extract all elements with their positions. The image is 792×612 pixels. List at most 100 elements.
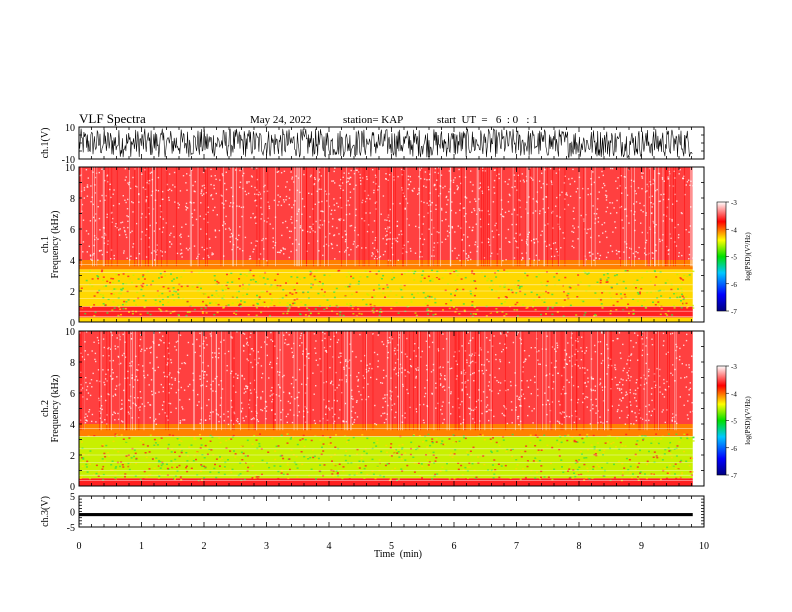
spectrum-speckle (125, 356, 127, 358)
spectrum-speckle (674, 380, 676, 382)
spectrum-speckle (358, 312, 361, 315)
spectrum-speckle (524, 358, 527, 360)
spectrum-speckle (412, 270, 415, 273)
spectrum-speckle (648, 368, 650, 371)
spectrum-speckle (493, 179, 496, 182)
spectrum-speckle (260, 197, 262, 200)
spectrum-speckle (622, 343, 624, 346)
spectrum-speckle (469, 340, 471, 342)
spectrum-speckle (216, 375, 218, 378)
spectrum-speckle (558, 279, 561, 281)
spectrum-speckle (603, 182, 605, 185)
spectrum-speckle (215, 302, 218, 304)
spectrum-speckle (397, 175, 399, 178)
spectrum-speckle (98, 171, 100, 174)
spectrum-speckle (679, 296, 681, 298)
spectrum-speckle (460, 274, 463, 277)
spectrum-speckle (247, 314, 250, 316)
spectrum-speckle (643, 383, 646, 386)
spectrum-speckle (427, 313, 429, 315)
spectrum-speckle (137, 281, 140, 283)
spectrum-speckle (363, 450, 366, 453)
spectrum-speckle (421, 477, 423, 479)
spectrum-speckle (301, 213, 303, 215)
spectrum-speckle (142, 280, 145, 283)
spectrum-speckle (654, 304, 657, 306)
spectrum-speckle (682, 293, 685, 296)
spectrum-speckle (182, 419, 184, 421)
spectrum-speckle (227, 410, 229, 413)
spectrum-speckle (310, 468, 313, 470)
spectrum-speckle (567, 204, 570, 206)
spectrum-speckle (671, 220, 673, 222)
spectrum-speckle (205, 337, 207, 339)
spectrum-speckle (109, 348, 111, 350)
spectrum-speckle (439, 441, 442, 443)
spectrum-speckle (622, 227, 624, 229)
spectrum-speckle (452, 181, 455, 183)
spectrum-speckle (671, 218, 673, 221)
spectrum-speckle (225, 188, 228, 191)
spectrum-speckle (488, 409, 490, 411)
spectrum-speckle (355, 169, 357, 171)
spectrum-speckle (546, 413, 548, 416)
spectrum-speckle (276, 287, 279, 289)
spectrum-speckle (308, 242, 310, 244)
spectrum-speckle (488, 294, 491, 297)
spectrum-speckle (541, 230, 543, 232)
spectrum-speckle (83, 358, 86, 361)
spectrum-speckle (280, 250, 283, 252)
spectrum-speckle (632, 346, 635, 348)
spectrum-speckle (118, 292, 121, 295)
spectrum-speckle (507, 309, 510, 311)
spectrum-speckle (261, 372, 264, 375)
spectrum-speckle (308, 315, 311, 317)
spectrum-speckle (146, 228, 148, 230)
spectrum-speckle (105, 373, 107, 375)
spectrum-speckle (94, 462, 97, 464)
spectrum-speckle (232, 385, 235, 387)
spectrum-speckle (521, 259, 523, 261)
spectrum-speckle (81, 356, 84, 358)
spectrum-speckle (174, 458, 177, 461)
spectrum-speckle (249, 382, 252, 384)
spectrum-speckle (584, 367, 586, 369)
y-axis-label: ch.1(V) (40, 128, 51, 159)
spectrum-speckle (356, 287, 359, 289)
spectrum-speckle (422, 223, 424, 225)
spectrum-speckle (296, 290, 299, 293)
spectrum-speckle (546, 183, 548, 186)
spectrum-speckle (225, 284, 228, 287)
spectrum-speckle (559, 228, 561, 230)
spectrum-speckle (625, 287, 627, 289)
spectrum-speckle (89, 255, 92, 257)
spectrum-speckle (331, 243, 333, 246)
spectrum-speckle (577, 238, 579, 240)
spectrum-speckle (491, 455, 494, 458)
spectrum-speckle (115, 273, 118, 276)
spectrum-speckle (382, 254, 385, 256)
spectrum-speckle (591, 477, 594, 480)
spectrum-speckle (635, 463, 638, 465)
spectrum-speckle (690, 449, 692, 451)
spectrum-speckle (626, 406, 628, 408)
spectrum-speckle (504, 406, 506, 408)
spectrum-speckle (196, 272, 199, 274)
spectrum-speckle (113, 293, 115, 295)
spectrum-speckle (606, 421, 608, 423)
spectrum-speckle (472, 372, 474, 375)
spectrum-speckle (619, 352, 622, 354)
spectrum-speckle (213, 184, 215, 187)
spectrum-speckle (233, 304, 236, 306)
spectrum-speckle (542, 448, 545, 451)
spectrum-speckle (639, 417, 642, 419)
spectrum-speckle (126, 290, 129, 293)
spectrum-speckle (685, 376, 688, 378)
spectrum-speckle (265, 405, 268, 408)
spectrum-speckle (444, 238, 447, 240)
spectrum-speckle (162, 438, 165, 441)
spectrum-speckle (124, 179, 126, 181)
spectrum-speckle (167, 419, 169, 421)
spectrum-speckle (104, 199, 106, 201)
spectrum-speckle (618, 404, 620, 406)
